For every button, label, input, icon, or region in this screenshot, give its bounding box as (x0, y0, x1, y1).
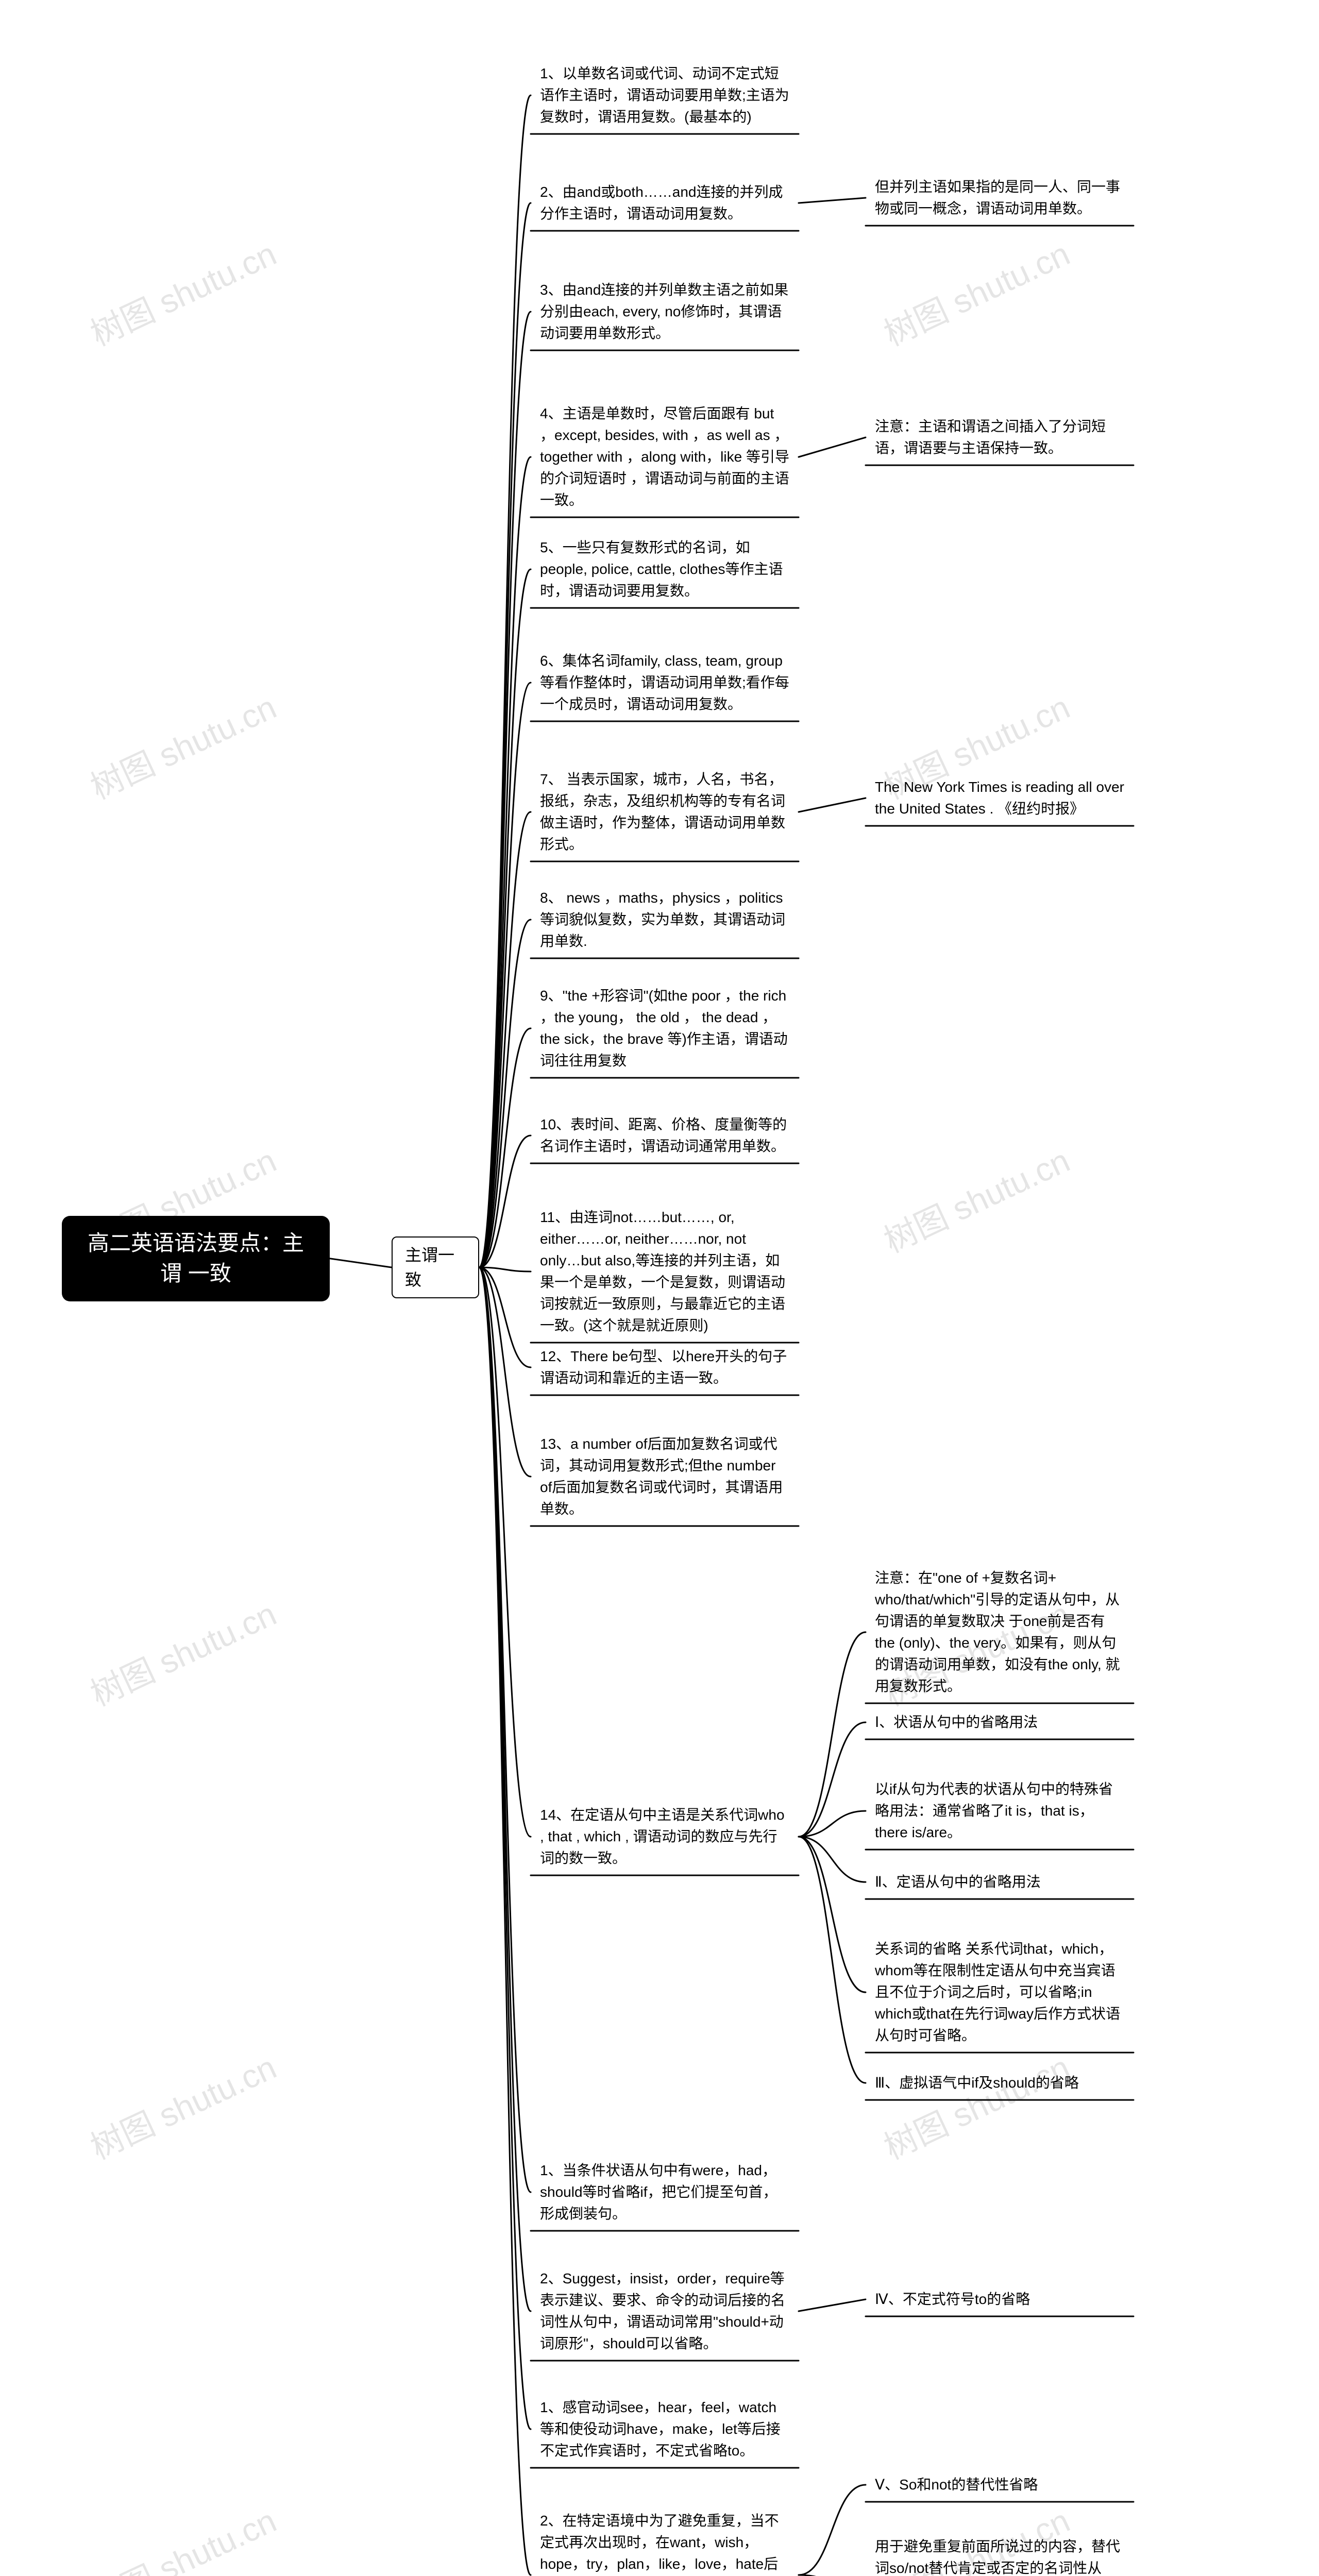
mindmap-node: Ⅱ、定语从句中的省略用法 (866, 1865, 1134, 1899)
mindmap-node: 14、在定语从句中主语是关系代词who , that , which , 谓语动… (531, 1798, 799, 1875)
mindmap-node: Ⅲ、虚拟语气中if及should的省略 (866, 2066, 1134, 2100)
mindmap-node: 注意：在"one of +复数名词+ who/that/which"引导的定语从… (866, 1561, 1134, 1703)
watermark: 树图 shutu.cn (875, 228, 1076, 355)
mindmap-node: 用于避免重复前面所说过的内容，替代词so/not替代肯定或否定的名词性从句。可与… (866, 2530, 1134, 2576)
watermark: 树图 shutu.cn (82, 2495, 283, 2576)
watermark: 树图 shutu.cn (82, 2041, 283, 2168)
mindmap-node: 1、以单数名词或代词、动词不定式短语作主语时，谓语动词要用单数;主语为复数时，谓… (531, 57, 799, 134)
mindmap-node: 6、集体名词family, class, team, group 等看作整体时，… (531, 644, 799, 721)
mindmap-node: 9、"the +形容词"(如the poor ，the rich ，the yo… (531, 979, 799, 1078)
mindmap-node: 关系词的省略 关系代词that，which，whom等在限制性定语从句中充当宾语… (866, 1932, 1134, 2053)
mindmap-node: 主谓一致 (392, 1236, 479, 1298)
watermark: 树图 shutu.cn (82, 681, 283, 808)
mindmap-canvas: 树图 shutu.cn 树图 shutu.cn 树图 shutu.cn 树图 shut… (0, 0, 1319, 2576)
mindmap-node: 注意：主语和谓语之间插入了分词短语，谓语要与主语保持一致。 (866, 410, 1134, 465)
mindmap-node: 10、表时间、距离、价格、度量衡等的名词作主语时，谓语动词通常用单数。 (531, 1108, 799, 1163)
mindmap-node: 以if从句为代表的状语从句中的特殊省略用法：通常省略了it is，that is… (866, 1772, 1134, 1850)
mindmap-node: 1、当条件状语从句中有were，had，should等时省略if，把它们提至句首… (531, 2154, 799, 2231)
mindmap-node: 8、 news ，maths，physics ，politics等词貌似复数，实… (531, 881, 799, 958)
mindmap-node: 12、There be句型、以here开头的句子谓语动词和靠近的主语一致。 (531, 1340, 799, 1395)
mindmap-node: Ⅳ、不定式符号to的省略 (866, 2282, 1134, 2316)
mindmap-node: The New York Times is reading all over t… (866, 770, 1134, 826)
watermark: 树图 shutu.cn (875, 1134, 1076, 1262)
mindmap-node: 2、由and或both……and连接的并列成分作主语时，谓语动词用复数。 (531, 175, 799, 231)
mindmap-node: Ⅴ、So和not的替代性省略 (866, 2468, 1134, 2502)
mindmap-node: 3、由and连接的并列单数主语之前如果分别由each, every, no修饰时… (531, 273, 799, 350)
mindmap-node: 4、主语是单数时，尽管后面跟有 but ，except, besides, wi… (531, 397, 799, 517)
mindmap-node: 1、感官动词see，hear，feel，watch等和使役动词have，make… (531, 2391, 799, 2468)
mindmap-node: 2、在特定语境中为了避免重复，当不定式再次出现时，在want，wish，hope… (531, 2504, 799, 2576)
mindmap-node: 5、一些只有复数形式的名词，如people, police, cattle, c… (531, 531, 799, 608)
watermark: 树图 shutu.cn (82, 228, 283, 355)
watermark: 树图 shutu.cn (875, 2041, 1076, 2168)
mindmap-node: 7、 当表示国家，城市，人名，书名，报纸，杂志，及组织机构等的专有名词做主语时，… (531, 762, 799, 861)
mindmap-node: 13、a number of后面加复数名词或代词，其动词用复数形式;但the n… (531, 1427, 799, 1526)
mindmap-node: Ⅰ、状语从句中的省略用法 (866, 1705, 1134, 1739)
watermark: 树图 shutu.cn (82, 1588, 283, 1715)
mindmap-node: 2、Suggest，insist，order，require等表示建议、要求、命… (531, 2262, 799, 2361)
mindmap-node: 11、由连词not……but……, or, either……or, neithe… (531, 1200, 799, 1343)
mindmap-node: 高二英语语法要点：主谓 一致 (62, 1216, 330, 1301)
mindmap-node: 但并列主语如果指的是同一人、同一事物或同一概念，谓语动词用单数。 (866, 170, 1134, 226)
